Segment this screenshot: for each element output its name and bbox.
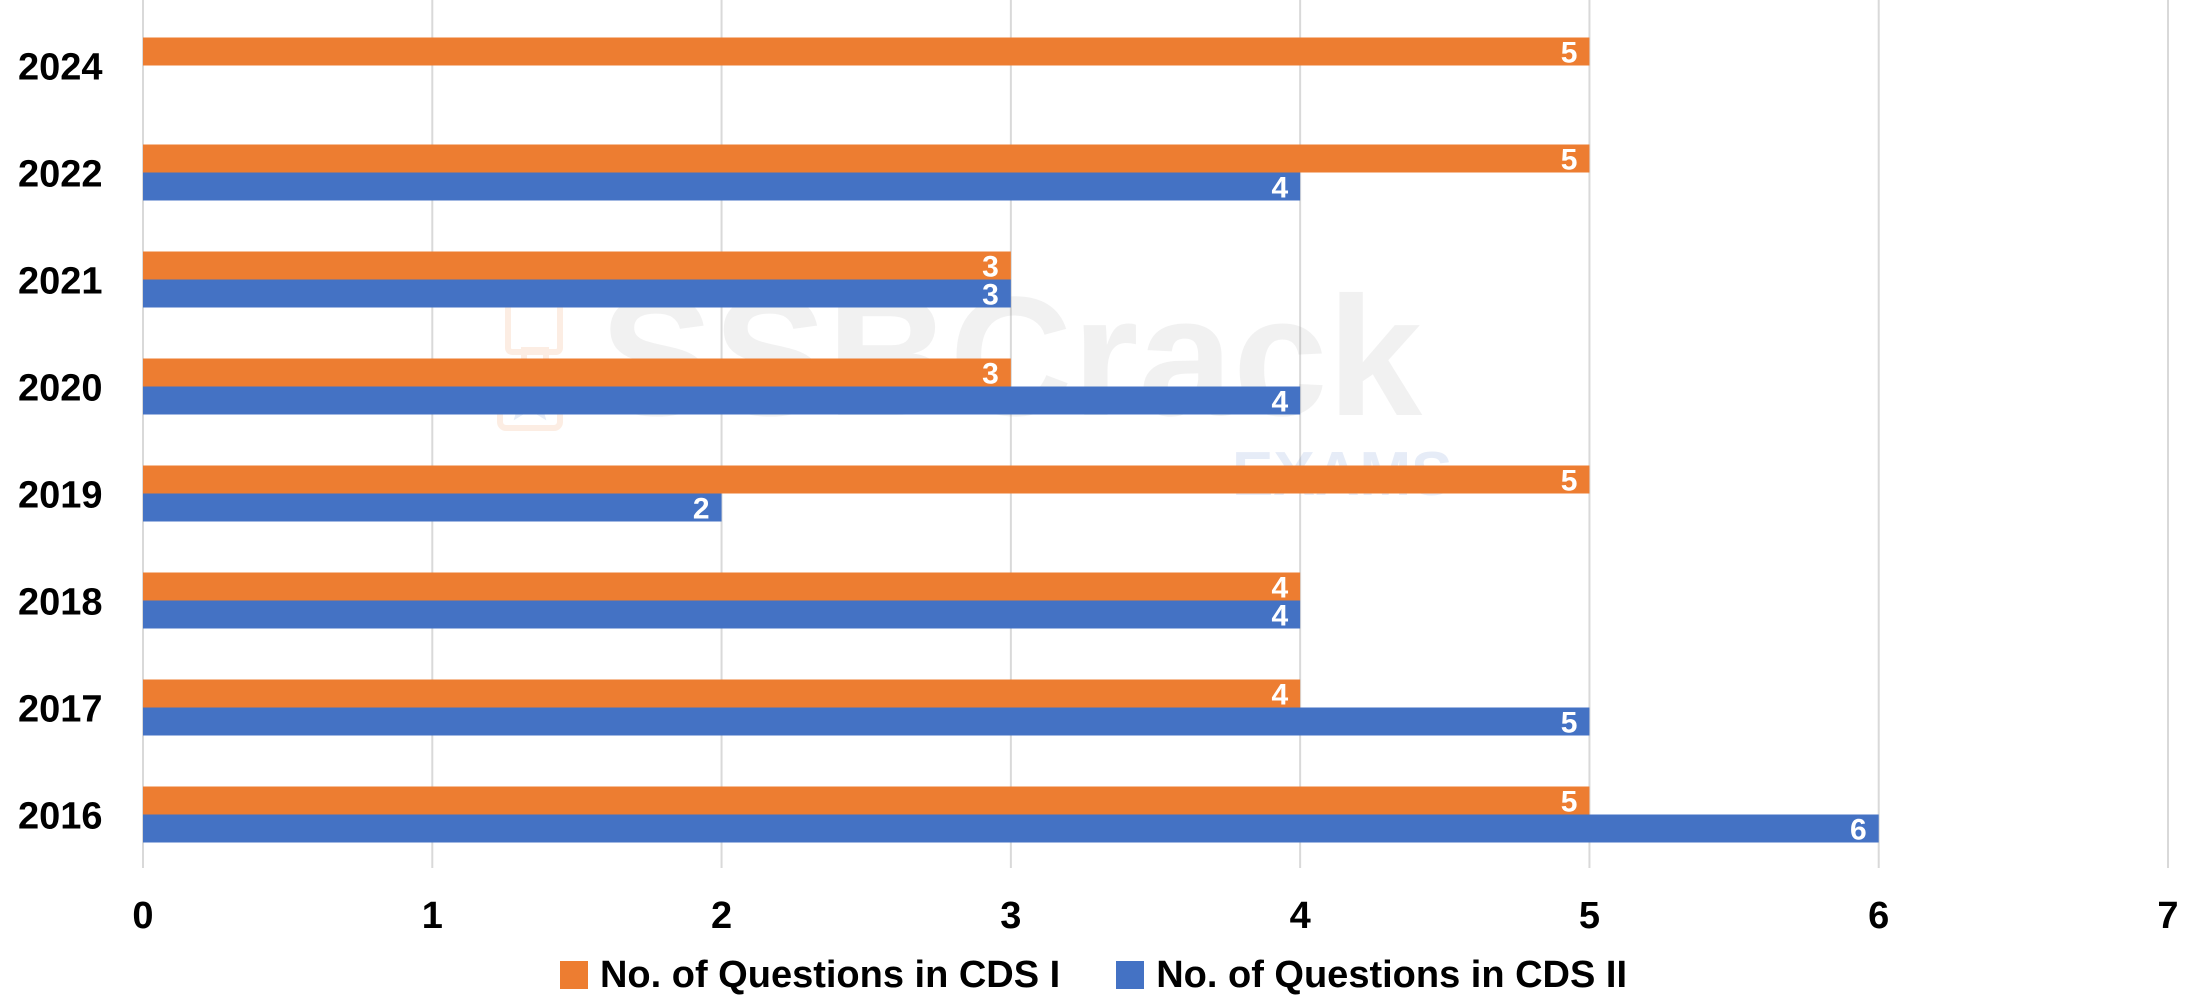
data-label: 5	[1561, 465, 1578, 498]
data-label: 3	[982, 279, 999, 312]
bar-cds-1	[143, 786, 1590, 815]
bar-cds-2	[143, 386, 1301, 415]
data-label: 4	[1271, 572, 1288, 605]
x-tick-label: 0	[132, 895, 153, 937]
data-label: 2	[693, 493, 710, 526]
y-tick-label: 2024	[18, 47, 103, 89]
y-tick-label: 2017	[18, 689, 103, 731]
bar-cds-1	[143, 572, 1301, 601]
data-label: 5	[1561, 707, 1578, 740]
bar-cds-1	[143, 358, 1011, 387]
legend: No. of Questions in CDS I No. of Questio…	[0, 953, 2187, 997]
y-tick-label: 2022	[18, 154, 103, 196]
bars	[143, 37, 1879, 843]
y-tick-label: 2019	[18, 475, 103, 517]
x-tick-label: 1	[422, 895, 443, 937]
y-tick-label: 2018	[18, 582, 103, 624]
bar-cds-2	[143, 172, 1301, 201]
data-label: 4	[1271, 172, 1288, 205]
y-axis: 2016 2017 2018 2019 2020 2021 2022 2024	[18, 47, 103, 838]
x-tick-label: 6	[1868, 895, 1889, 937]
legend-label-cds-1: No. of Questions in CDS I	[599, 953, 1061, 996]
bar-cds-1	[143, 37, 1590, 66]
data-label: 3	[982, 251, 999, 284]
bar-cds-1	[143, 679, 1301, 708]
bar-cds-1	[143, 465, 1590, 494]
x-tick-label: 7	[2157, 895, 2178, 937]
y-tick-label: 2016	[18, 796, 103, 838]
x-axis: 0 1 2 3 4 5 6 7	[132, 895, 2178, 937]
legend-label-cds-2: No. of Questions in CDS II	[1156, 953, 1628, 996]
x-tick-label: 3	[1000, 895, 1021, 937]
bar-cds-1	[143, 251, 1011, 280]
bar-cds-2	[143, 493, 722, 522]
data-label: 5	[1561, 144, 1578, 177]
legend-item-cds-2: No. of Questions in CDS II	[1116, 954, 1627, 997]
x-tick-label: 2	[711, 895, 732, 937]
data-label: 4	[1271, 679, 1288, 712]
bar-cds-2	[143, 814, 1879, 843]
data-label: 4	[1271, 386, 1288, 419]
x-tick-label: 5	[1579, 895, 1600, 937]
y-tick-label: 2021	[18, 261, 103, 303]
data-label: 4	[1271, 600, 1288, 633]
data-label: 3	[982, 358, 999, 391]
bar-cds-2	[143, 600, 1301, 629]
legend-swatch-cds-1	[559, 961, 588, 989]
legend-swatch-cds-2	[1116, 961, 1145, 989]
y-tick-label: 2020	[18, 368, 103, 410]
legend-item-cds-1: No. of Questions in CDS I	[559, 953, 1061, 997]
bar-cds-2	[143, 279, 1011, 308]
bar-cds-1	[143, 144, 1590, 173]
x-tick-label: 4	[1290, 895, 1311, 937]
data-label: 5	[1561, 786, 1578, 819]
bar-cds-2	[143, 707, 1590, 736]
data-label: 6	[1850, 814, 1867, 847]
data-label: 5	[1561, 37, 1578, 70]
